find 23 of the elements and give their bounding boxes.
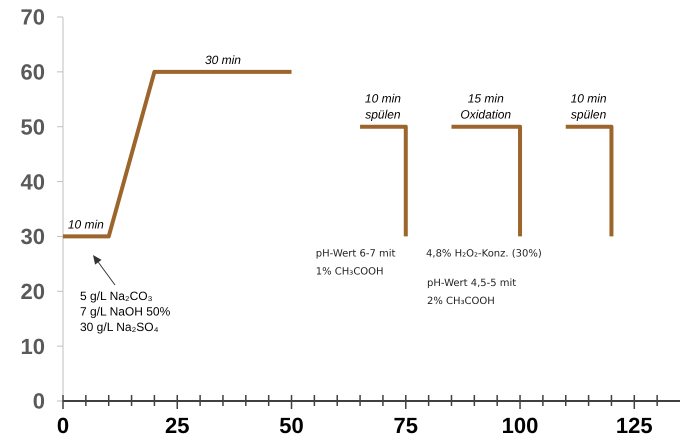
annotation: pH-Wert 6-7 mit 1% CH₃COOH (316, 248, 396, 278)
annotation: 10 min (68, 217, 104, 232)
y-tick-label: 50 (20, 114, 45, 140)
annotation: pH-Wert 4,5-5 mit 2% CH₃COOH (427, 278, 516, 307)
annotation: 5 g/L Na₂CO₃ 7 g/L NaOH 50% 30 g/L Na₂SO₄ (80, 289, 171, 334)
annotation: 4,8% H₂O₂-Konz. (30%) (426, 248, 542, 260)
y-tick-label: 0 (32, 388, 45, 414)
y-tick-label: 30 (20, 224, 45, 250)
annotation: 15 min Oxidation (460, 92, 512, 122)
x-tick-label: 75 (394, 413, 418, 438)
annotation: 30 min (204, 52, 242, 67)
x-tick-label: 25 (165, 413, 190, 438)
x-tick-label: 0 (56, 413, 70, 438)
x-tick-label: 100 (502, 413, 538, 438)
y-tick-label: 70 (20, 4, 45, 30)
y-tick-label: 40 (20, 169, 45, 194)
y-tick-label: 20 (20, 278, 45, 304)
y-tick-label: 10 (20, 334, 45, 359)
annotation: 10 min spülen (570, 92, 607, 122)
annotation: 10 min spülen (364, 92, 402, 122)
x-tick-label: 125 (616, 413, 653, 438)
x-tick-label: 50 (279, 413, 304, 438)
y-tick-label: 60 (20, 60, 45, 85)
